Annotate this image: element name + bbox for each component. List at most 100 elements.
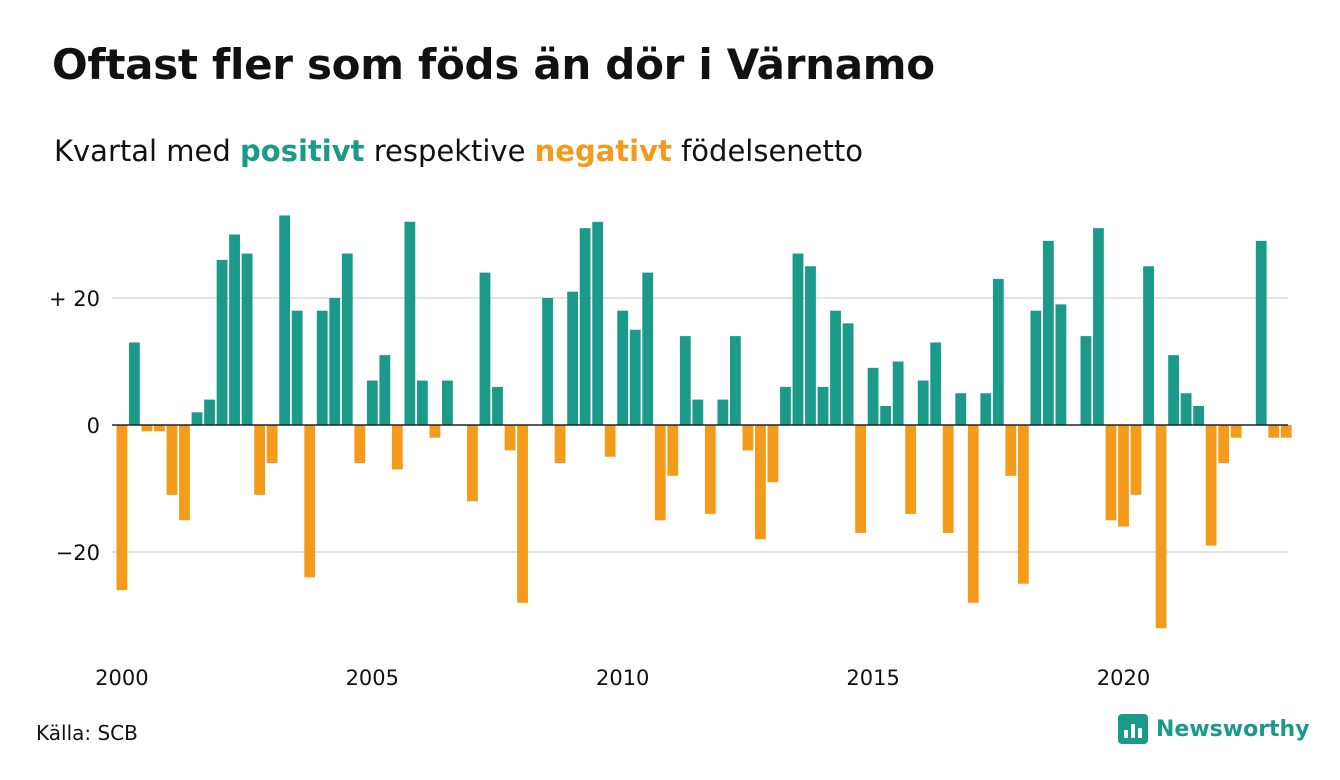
bar	[1093, 228, 1104, 425]
y-tick-label: 0	[87, 414, 100, 438]
x-tick-label: 2000	[95, 666, 148, 690]
bar	[667, 425, 679, 476]
subtitle-prefix: Kvartal med	[54, 134, 241, 168]
bar	[842, 323, 854, 425]
bar	[129, 342, 140, 425]
bar	[241, 253, 253, 425]
bar	[567, 291, 579, 425]
bar	[191, 412, 203, 425]
subtitle-negative-word: negativt	[534, 134, 672, 168]
bar	[1143, 266, 1154, 425]
bar	[742, 425, 754, 451]
bar	[1230, 425, 1242, 438]
newsworthy-logo-icon	[1118, 714, 1148, 744]
bar	[629, 329, 641, 425]
bar	[755, 425, 766, 540]
bar	[729, 336, 741, 425]
bar	[780, 386, 791, 425]
x-tick-label: 2005	[346, 666, 399, 690]
bar	[116, 425, 128, 591]
bar	[617, 310, 629, 425]
bar	[930, 342, 942, 425]
x-tick-label: 2010	[596, 666, 649, 690]
bar	[917, 380, 929, 425]
bar	[1118, 425, 1129, 527]
bar	[341, 253, 353, 425]
bar	[1130, 425, 1142, 495]
bar	[467, 425, 478, 502]
bar	[892, 361, 904, 425]
bar	[942, 425, 954, 533]
bar	[1280, 425, 1292, 438]
bar	[291, 310, 303, 425]
source-note: Källa: SCB	[36, 721, 138, 745]
bar	[329, 298, 341, 425]
bar	[1205, 425, 1217, 546]
bar	[579, 228, 591, 425]
bar	[679, 336, 691, 425]
bar	[354, 425, 366, 464]
bar	[204, 399, 215, 425]
bar	[316, 310, 328, 425]
bar	[980, 393, 992, 425]
bar	[542, 298, 553, 425]
bar	[517, 425, 528, 603]
bar	[867, 367, 879, 425]
bar	[492, 386, 503, 425]
x-tick-label: 2020	[1097, 666, 1150, 690]
bar	[1105, 425, 1117, 521]
x-tick-label: 2015	[846, 666, 899, 690]
bar	[642, 272, 654, 425]
bar	[1168, 355, 1179, 425]
bar	[442, 380, 453, 425]
bar	[479, 272, 491, 425]
bar	[1218, 425, 1230, 464]
chart-title: Oftast fler som föds än dör i Värnamo	[52, 40, 935, 89]
bar	[416, 380, 428, 425]
bar	[554, 425, 566, 464]
bar	[1055, 304, 1067, 425]
bar	[592, 221, 604, 425]
bar	[1042, 240, 1054, 425]
bar	[279, 215, 291, 425]
bar	[880, 405, 892, 425]
y-tick-label: −20	[56, 541, 100, 565]
y-tick-label: + 20	[49, 287, 100, 311]
bar	[1255, 240, 1267, 425]
bar	[404, 221, 416, 425]
bar	[379, 355, 391, 425]
bar	[830, 310, 841, 425]
bar	[216, 259, 228, 425]
bar	[429, 425, 441, 438]
bar	[141, 425, 153, 432]
subtitle-positive-word: positivt	[240, 134, 365, 168]
bar	[905, 425, 917, 514]
bar	[767, 425, 779, 483]
bar	[1080, 336, 1092, 425]
bar	[1005, 425, 1017, 476]
bar	[692, 399, 704, 425]
bar	[704, 425, 716, 514]
bar	[1268, 425, 1280, 438]
bar	[229, 234, 240, 425]
bar	[992, 278, 1004, 425]
bar	[504, 425, 516, 451]
bar	[792, 253, 804, 425]
bar	[967, 425, 979, 603]
bar	[166, 425, 178, 495]
bar	[1030, 310, 1042, 425]
bar	[717, 399, 729, 425]
bar	[855, 425, 866, 533]
bar	[179, 425, 190, 521]
bar	[955, 393, 967, 425]
bar	[266, 425, 278, 464]
brand-name: Newsworthy	[1156, 716, 1310, 742]
chart-subtitle: Kvartal med positivt respektive negativt…	[54, 134, 863, 168]
brand-logo: Newsworthy	[1118, 714, 1310, 744]
bar	[1180, 393, 1192, 425]
bar	[304, 425, 316, 578]
bar	[1193, 405, 1205, 425]
bar	[1155, 425, 1167, 629]
bar	[1017, 425, 1029, 584]
